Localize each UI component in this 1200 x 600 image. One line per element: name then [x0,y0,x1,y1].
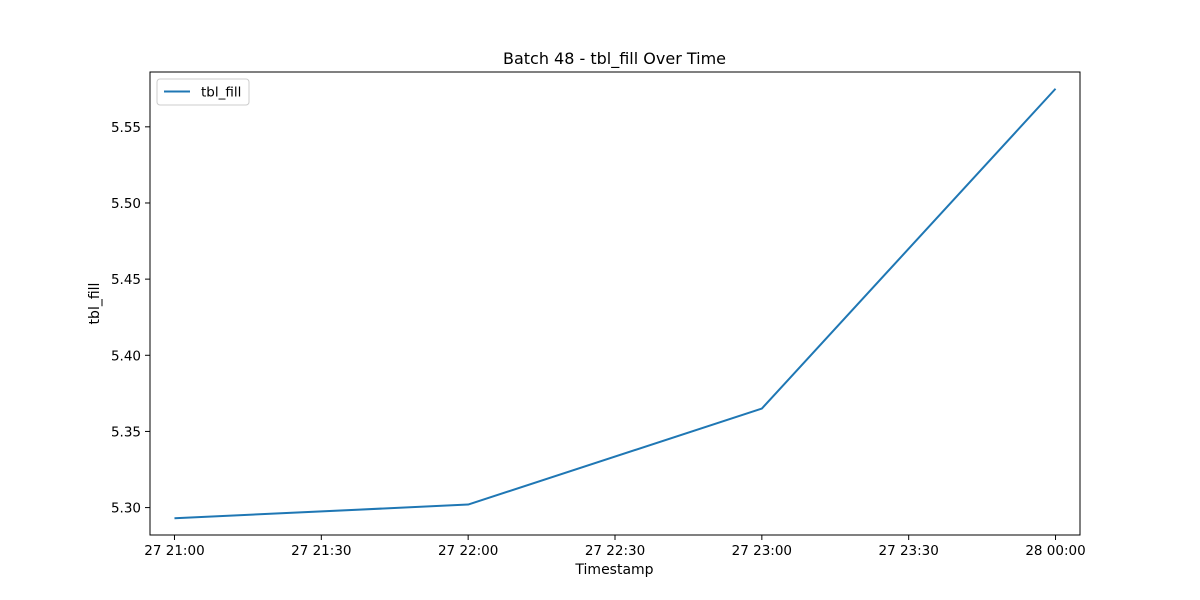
series-line-0 [174,88,1057,520]
x-axis: 27 21:00 27 21:30 27 22:00 27 22:30 27 23:00… [144,535,1086,559]
x-axis-label: Timestamp [574,562,653,578]
chart-title: Batch 48 - tbl_fill Over Time [503,49,726,69]
y-tick-label-0: 5.30 [111,501,141,517]
legend-label-tbl-fill: tbl_fill [201,85,241,101]
y-tick-label-5: 5.55 [111,120,141,136]
plot-frame [149,71,1081,536]
x-tick-label-6: 28 00:00 [1025,543,1085,559]
plot-area [150,72,1080,535]
y-axis: 5.30 5.35 5.40 5.45 5.50 5.55 [111,120,150,517]
x-tick-label-5: 27 23:30 [878,543,938,559]
y-axis-label: tbl_fill [87,283,103,325]
legend: tbl_fill [156,78,250,106]
x-tick-label-3: 27 22:30 [585,543,645,559]
x-tick-label-0: 27 21:00 [144,543,204,559]
series-layer [174,88,1057,520]
y-tick-label-3: 5.45 [111,272,141,288]
y-tick-label-1: 5.35 [111,424,141,440]
x-tick-label-1: 27 21:30 [291,543,351,559]
y-tick-label-2: 5.40 [111,348,141,364]
x-tick-label-4: 27 23:00 [732,543,792,559]
legend-box [156,78,250,106]
x-tick-label-2: 27 22:00 [438,543,498,559]
y-tick-label-4: 5.50 [111,196,141,212]
